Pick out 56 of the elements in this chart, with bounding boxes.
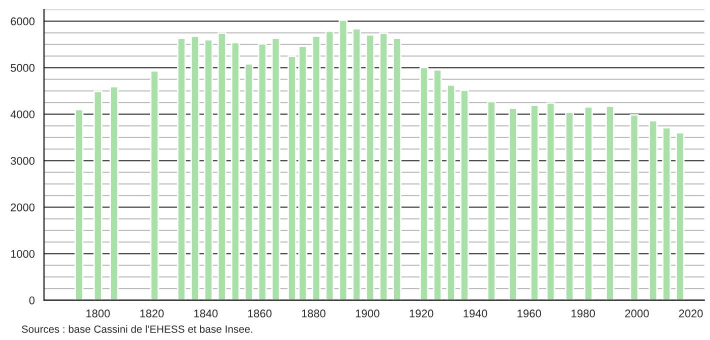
y-tick-label: 0 [29, 296, 35, 304]
bar [110, 86, 119, 300]
bar [325, 30, 334, 300]
x-tick-label: 2000 [625, 310, 649, 318]
bar [446, 84, 456, 300]
bar [530, 104, 539, 300]
bar [204, 39, 213, 300]
bar [546, 102, 556, 300]
bar [352, 28, 362, 300]
x-tick-label: 1940 [464, 310, 488, 318]
x-tick-label: 1860 [248, 310, 272, 318]
bar [584, 106, 593, 300]
x-tick-label: 1880 [302, 310, 326, 318]
bar [338, 20, 348, 300]
y-tick-label: 5000 [10, 64, 35, 72]
bar [190, 36, 200, 300]
y-tick-label: 1000 [11, 250, 35, 258]
y-tick-label: 4000 [10, 110, 35, 118]
source-note: Sources : base Cassini de l'EHESS et base Insee. [22, 325, 252, 333]
bar [508, 108, 518, 300]
bar [230, 42, 240, 300]
x-tick-label: 2020 [679, 310, 703, 318]
bar [676, 132, 685, 300]
y-tick-label: 6000 [10, 17, 35, 26]
bar [271, 38, 280, 300]
x-tick-label: 1800 [86, 310, 110, 318]
x-tick-label: 1980 [572, 310, 595, 318]
x-tick-label: 1960 [518, 310, 542, 318]
bar [217, 32, 226, 300]
bar [392, 38, 402, 300]
x-tick-label: 1840 [194, 310, 218, 318]
bar [288, 56, 296, 300]
x-tick-label: 1820 [140, 310, 164, 318]
bar [298, 46, 308, 300]
x-tick-label: 1920 [410, 310, 434, 318]
y-tick-label: 2000 [10, 203, 35, 212]
bar [420, 66, 428, 300]
bar [606, 106, 614, 300]
bar [565, 112, 574, 300]
bar [258, 43, 267, 300]
bar [74, 108, 84, 300]
bar [379, 32, 388, 300]
bar [486, 100, 496, 300]
bar [312, 36, 321, 300]
bar [93, 90, 102, 300]
x-tick-label: 1900 [356, 310, 380, 318]
bar [150, 70, 159, 300]
bar [244, 63, 254, 300]
bar [630, 114, 639, 300]
bar [662, 126, 672, 300]
bar [366, 34, 375, 300]
bar [433, 69, 442, 300]
bar [648, 120, 658, 300]
bar [460, 90, 469, 300]
y-tick-label: 3000 [10, 156, 35, 165]
bar [177, 38, 186, 300]
